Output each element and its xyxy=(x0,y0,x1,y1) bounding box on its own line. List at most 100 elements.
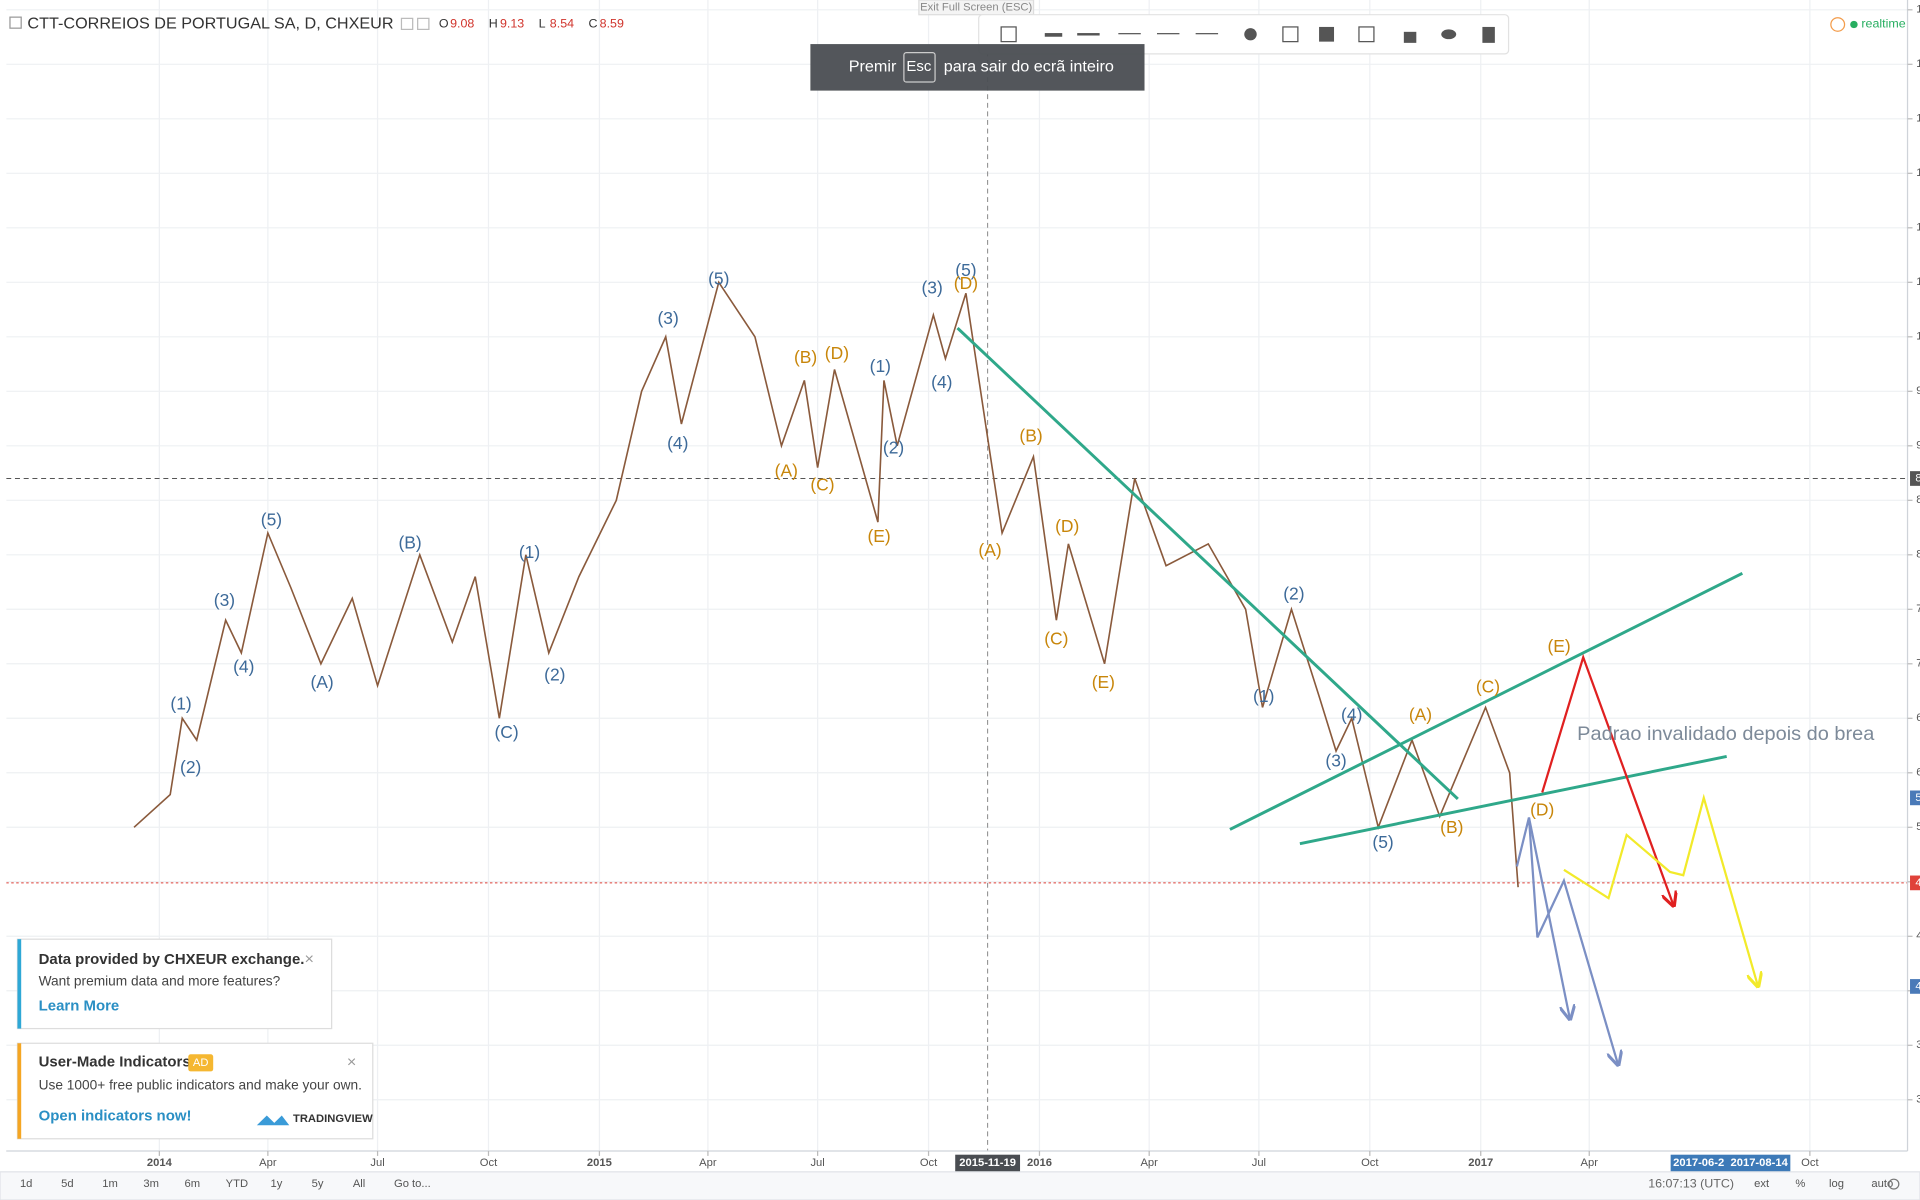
symbol-icon xyxy=(400,17,414,30)
ohlc-key: H xyxy=(489,17,498,31)
tool-arrow[interactable] xyxy=(1195,33,1219,35)
wave-label: (E) xyxy=(1092,672,1115,692)
tool-select[interactable] xyxy=(1000,26,1017,43)
range-button[interactable]: 1d xyxy=(20,1178,32,1190)
wave-label: (D) xyxy=(1055,516,1079,536)
wave-label: (5) xyxy=(261,510,282,530)
wave-label: (C) xyxy=(1476,676,1500,696)
y-tick-label: 12.50 xyxy=(1916,58,1920,70)
clock: 16:07:13 (UTC) xyxy=(1648,1176,1734,1190)
tool-copy[interactable] xyxy=(1358,26,1375,43)
collapse-icon[interactable] xyxy=(9,16,22,29)
ohlc-value: 9.08 xyxy=(450,17,474,31)
wave-label: (5) xyxy=(708,269,729,289)
tool-line-width[interactable] xyxy=(1118,33,1141,35)
range-button[interactable]: YTD xyxy=(226,1178,248,1190)
crosshair-label-box xyxy=(955,1154,1021,1172)
x-tick-label: Apr xyxy=(699,1157,717,1169)
range-button[interactable]: 5y xyxy=(312,1178,324,1190)
tool-settings[interactable] xyxy=(1244,28,1257,41)
wave-label: (1) xyxy=(519,542,540,562)
scale-option[interactable]: log xyxy=(1829,1178,1844,1190)
range-button[interactable]: 1m xyxy=(102,1178,118,1190)
y-tick-label: 4.50 xyxy=(1916,930,1920,942)
tool-visibility[interactable] xyxy=(1441,29,1457,40)
scale-option[interactable]: auto xyxy=(1871,1178,1893,1190)
exit-fullscreen[interactable] xyxy=(918,0,1035,16)
y-tick-label: 3.00 xyxy=(1916,1094,1920,1106)
price-label: 4.99 xyxy=(1915,877,1920,889)
x-tick-label: 2014 xyxy=(147,1157,173,1169)
wave-label: (2) xyxy=(544,664,565,684)
y-tick-label: 6.00 xyxy=(1916,767,1920,779)
wave-label: (1) xyxy=(1253,686,1274,706)
y-tick-label: 12.00 xyxy=(1916,113,1920,125)
popup xyxy=(16,938,333,1030)
projection-arrow xyxy=(1541,653,1673,906)
tool-pen[interactable] xyxy=(1044,33,1063,37)
wave-label: (C) xyxy=(810,475,834,495)
range-button[interactable]: 3m xyxy=(143,1178,159,1190)
y-tick-label: 8.00 xyxy=(1916,549,1920,561)
price-label-box xyxy=(1910,875,1920,891)
y-tick-label: 10.50 xyxy=(1916,276,1920,288)
scale-option[interactable]: ext xyxy=(1754,1178,1769,1190)
x-tick-label: Apr xyxy=(1581,1157,1599,1169)
toast-text: para sair do ecrã inteiro xyxy=(944,58,1114,76)
tool-line-color[interactable] xyxy=(1077,33,1100,36)
trend-line xyxy=(956,327,1459,801)
settings-button[interactable] xyxy=(1888,1178,1900,1190)
y-tick-label: 6.50 xyxy=(1916,712,1920,724)
scale-option[interactable]: % xyxy=(1795,1178,1805,1190)
x-tick-label: Jul xyxy=(1252,1157,1266,1169)
range-label: 2017-06-2 xyxy=(1673,1157,1724,1169)
range-button[interactable]: Go to... xyxy=(394,1178,431,1190)
popup-link[interactable]: Learn More xyxy=(39,999,120,1015)
tool-clone[interactable] xyxy=(1282,26,1299,43)
wave-label: (D) xyxy=(825,343,849,363)
tool-layer[interactable] xyxy=(1319,26,1335,42)
wave-label: (3) xyxy=(922,278,943,298)
price-label: 5.77 xyxy=(1915,792,1920,804)
ohlc-value: 9.13 xyxy=(500,17,524,31)
toast-key: Esc xyxy=(906,59,932,75)
x-tick-label: 2017 xyxy=(1468,1157,1493,1169)
range-button[interactable]: 6m xyxy=(185,1178,201,1190)
tool-line-style[interactable] xyxy=(1156,33,1180,35)
wave-label: (2) xyxy=(180,757,201,777)
range-label: 2017-08-14 xyxy=(1730,1157,1788,1169)
wave-label: (A) xyxy=(1409,705,1432,725)
wave-label: (E) xyxy=(867,526,890,546)
wave-label: (2) xyxy=(883,438,904,458)
ad-badge-text: AD xyxy=(193,1057,209,1069)
close-button[interactable]: × xyxy=(304,950,313,968)
range-button[interactable]: 1y xyxy=(271,1178,283,1190)
x-tick-label: Apr xyxy=(259,1157,277,1169)
range-button[interactable]: 5d xyxy=(61,1178,73,1190)
ohlc-key: C xyxy=(588,17,597,31)
range-button[interactable]: All xyxy=(353,1178,365,1190)
x-tick-label: Apr xyxy=(1140,1157,1158,1169)
wave-label: (D) xyxy=(1530,800,1554,820)
ohlc-key: O xyxy=(439,17,449,31)
wave-label: (3) xyxy=(1325,751,1346,771)
popup-link[interactable]: Open indicators now! xyxy=(39,1109,192,1125)
wave-label: (A) xyxy=(775,461,798,481)
wave-label: (D) xyxy=(954,273,978,293)
price-label-box xyxy=(1910,790,1920,806)
close-button[interactable]: × xyxy=(347,1053,356,1071)
tool-lock[interactable] xyxy=(1403,31,1417,43)
tool-delete[interactable] xyxy=(1482,26,1495,43)
wave-label: (1) xyxy=(170,694,191,714)
wave-label: (4) xyxy=(1341,705,1362,725)
fullscreen-toast xyxy=(810,44,1145,91)
wave-label: (5) xyxy=(955,260,976,280)
y-tick-label: 3.50 xyxy=(1916,1039,1920,1051)
projection-arrow xyxy=(1527,817,1570,1019)
warning-icon[interactable] xyxy=(1830,17,1846,32)
y-tick-label: 9.50 xyxy=(1916,385,1920,397)
ad-badge xyxy=(188,1054,214,1072)
crosshair-label: 2015-11-19 xyxy=(959,1157,1016,1169)
toast-key-box xyxy=(903,52,936,83)
